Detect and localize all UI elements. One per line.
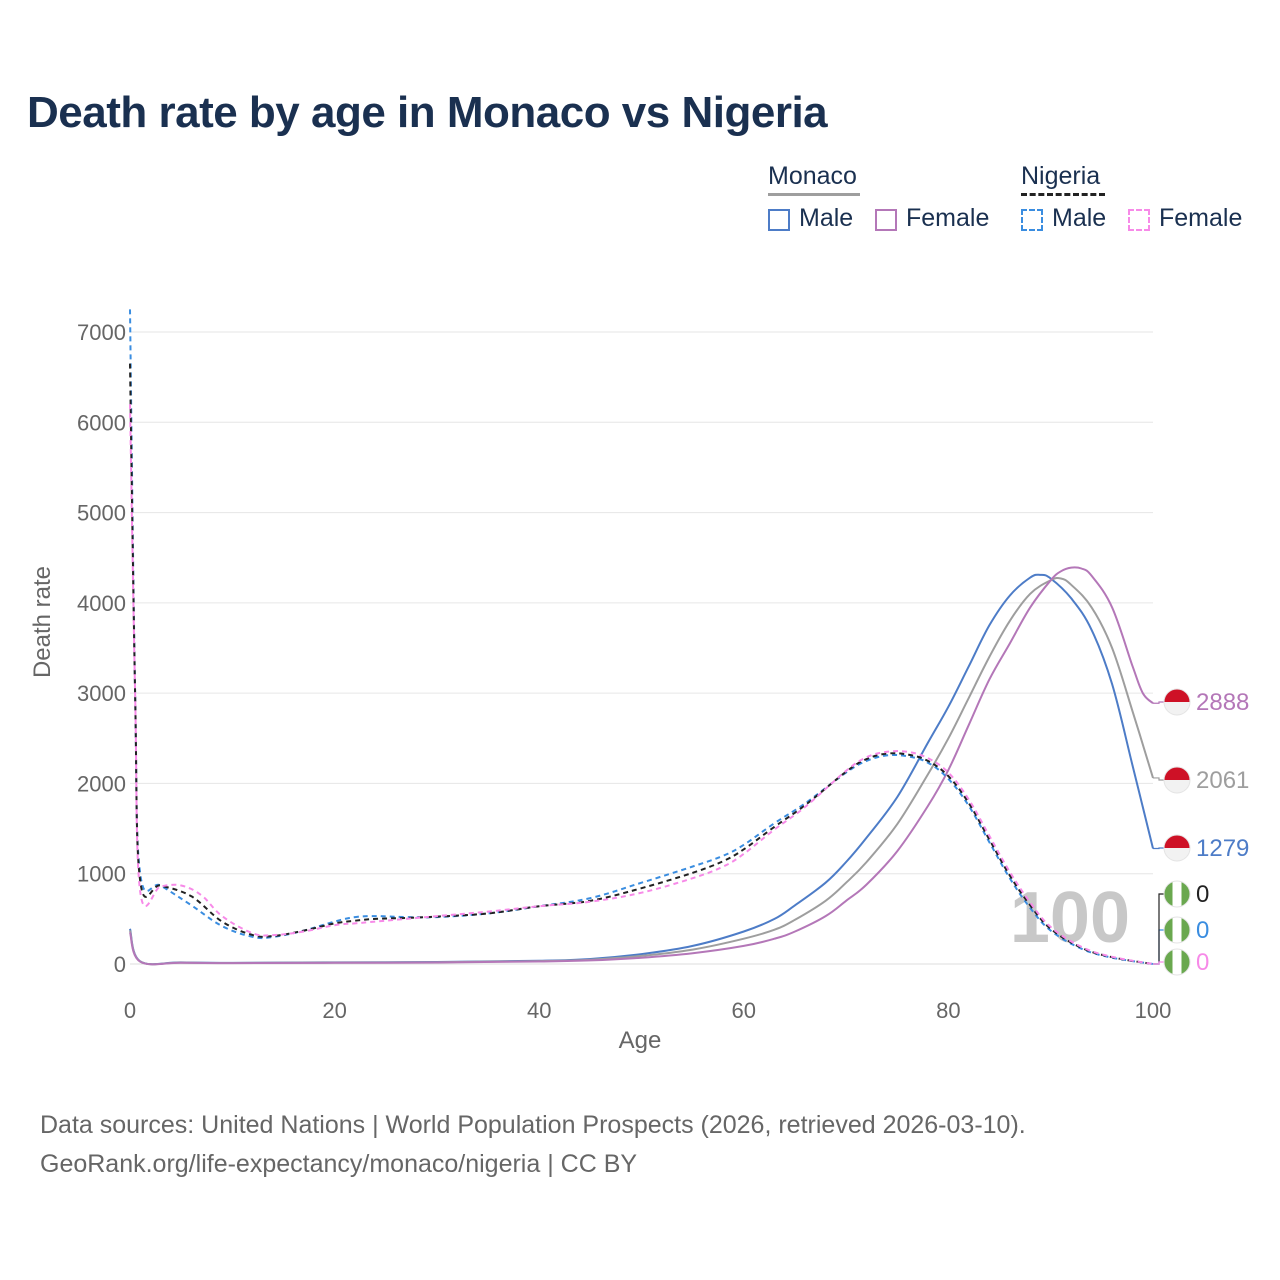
source-note: Data sources: United Nations | World Pop… — [40, 1106, 1026, 1184]
grid — [130, 331, 1153, 875]
end-connector — [1153, 847, 1164, 850]
end-connector — [1153, 893, 1164, 965]
end-value-label: 1279 — [1196, 835, 1249, 862]
watermark-year: 100 — [1010, 878, 1130, 958]
nigeria-flag-icon — [1163, 916, 1191, 944]
x-tick-label: 80 — [936, 998, 960, 1023]
series-line-monaco-female[interactable] — [129, 566, 1154, 966]
end-connector — [1153, 961, 1164, 965]
axes: 0 1000 2000 3000 4000 5000 6000 7000 0 20 40 60 80 10… — [77, 320, 1171, 1023]
chart-title: Death rate by age in Monaco vs Nigeria — [27, 88, 828, 137]
series-line-nigeria-female[interactable] — [129, 404, 1154, 965]
nigeria-flag-icon — [1163, 948, 1191, 976]
y-axis-label: Death rate — [29, 566, 56, 678]
series — [129, 309, 1154, 966]
source-line: Data sources: United Nations | World Pop… — [40, 1111, 1026, 1139]
end-value-label: 2061 — [1196, 767, 1249, 794]
y-tick-label: 6000 — [77, 410, 126, 435]
x-tick-label: 40 — [527, 998, 551, 1023]
end-value-label: 2888 — [1196, 689, 1249, 716]
x-tick-label: 0 — [124, 998, 136, 1023]
end-value-label: 0 — [1196, 917, 1209, 944]
x-tick-label: 60 — [732, 998, 756, 1023]
end-value-label: 0 — [1196, 881, 1209, 908]
y-tick-label: 4000 — [77, 591, 126, 616]
monaco-flag-icon — [1163, 688, 1191, 716]
end-connector — [1153, 777, 1164, 781]
end-markers: 1279 2061 2888 0 0 0 — [1153, 688, 1249, 976]
y-tick-label: 0 — [114, 952, 126, 977]
y-tick-label: 5000 — [77, 501, 126, 526]
monaco-flag-icon — [1163, 766, 1191, 794]
y-tick-label: 1000 — [77, 862, 126, 887]
series-line-monaco-male[interactable] — [129, 573, 1154, 966]
x-axis-label: Age — [619, 1027, 662, 1054]
x-tick-label: 100 — [1135, 998, 1172, 1023]
y-tick-label: 2000 — [77, 771, 126, 796]
nigeria-flag-icon — [1163, 880, 1191, 908]
monaco-flag-icon — [1163, 834, 1191, 862]
series-line-monaco-both[interactable] — [129, 576, 1154, 966]
y-tick-label: 3000 — [77, 681, 126, 706]
series-line-nigeria-both[interactable] — [129, 363, 1154, 965]
source-url[interactable]: GeoRank.org/life-expectancy/monaco/niger… — [40, 1150, 638, 1178]
end-connector — [1153, 701, 1164, 704]
end-value-label: 0 — [1196, 949, 1209, 976]
y-tick-label: 7000 — [77, 320, 126, 345]
series-line-nigeria-male[interactable] — [129, 309, 1154, 965]
x-tick-label: 20 — [322, 998, 346, 1023]
